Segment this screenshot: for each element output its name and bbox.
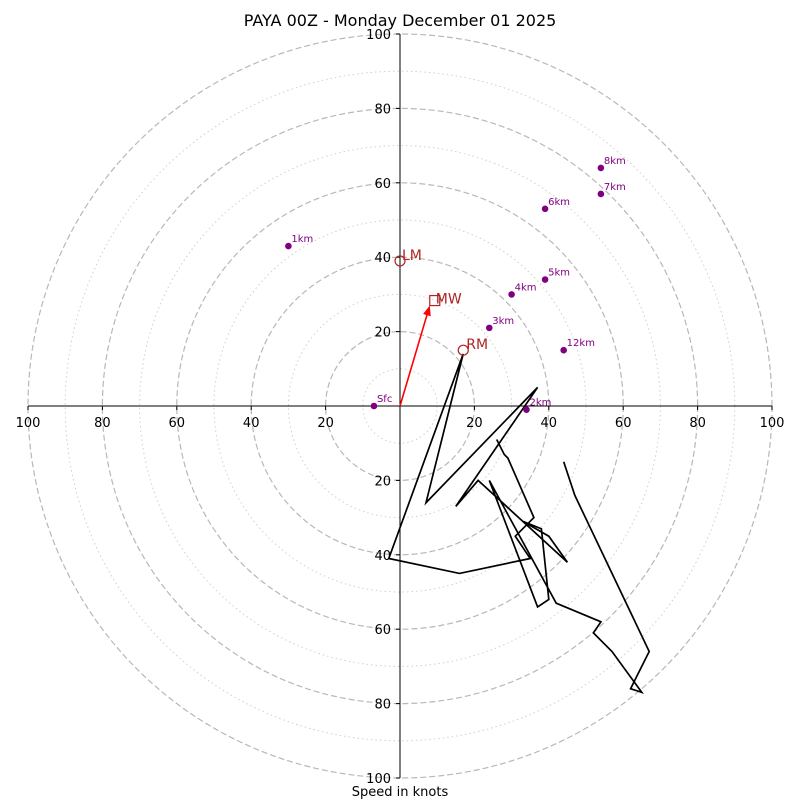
- height-marker-dot: [508, 291, 515, 298]
- height-marker-label: 3km: [492, 316, 514, 327]
- x-tick-label: 40: [243, 416, 260, 431]
- height-marker-label: 1km: [291, 234, 313, 245]
- height-marker-label: 2km: [529, 398, 551, 409]
- y-tick-label: 40: [374, 251, 391, 266]
- y-tick-label: 100: [366, 772, 391, 787]
- y-tick-label: 100: [366, 28, 391, 43]
- height-marker-label: 5km: [548, 268, 570, 279]
- height-marker-label: 6km: [548, 197, 570, 208]
- hodograph-trace: [387, 353, 651, 695]
- x-tick-label: 60: [169, 416, 186, 431]
- x-tick-label: 20: [317, 416, 334, 431]
- height-marker-dot: [541, 205, 549, 213]
- y-tick-label: 60: [374, 623, 391, 638]
- x-tick-label: 80: [94, 416, 111, 431]
- left-mover-marker: [394, 255, 406, 267]
- mean-wind-marker: [429, 294, 441, 307]
- mean-wind-arrow-head: [423, 305, 431, 317]
- x-tick-label: 80: [689, 416, 706, 431]
- left-mover-label: LM: [402, 248, 422, 264]
- height-marker-dot: [370, 402, 378, 410]
- height-marker-dot: [597, 190, 605, 198]
- height-marker-dot: [523, 406, 530, 414]
- chart-title: PAYA 00Z - Monday December 01 2025: [244, 11, 557, 30]
- height-marker-label: 12km: [567, 338, 595, 349]
- y-tick-label: 40: [374, 549, 391, 564]
- height-marker-dot: [560, 346, 567, 354]
- right-mover-marker: [457, 344, 469, 356]
- height-marker-dot: [597, 164, 605, 172]
- mean-wind-label: MW: [436, 292, 462, 308]
- x-tick-label: 100: [760, 416, 785, 431]
- height-marker-label: 4km: [515, 282, 537, 293]
- y-tick-label: 20: [374, 326, 391, 341]
- height-marker-label: 7km: [604, 182, 626, 193]
- height-marker-dot: [285, 242, 292, 250]
- height-marker-dot: [541, 276, 549, 283]
- x-axis-label: Speed in knots: [352, 785, 449, 800]
- height-marker-dot: [485, 324, 493, 332]
- x-tick-label: 40: [541, 416, 558, 431]
- storm-motion: MW LM RM: [394, 248, 488, 407]
- y-tick-label: 20: [374, 474, 391, 489]
- y-tick-label: 60: [374, 177, 391, 192]
- tick-labels: 100 80 60 40 20 20 40 60 80 100 100 80 60 40 20 20 40 60 8…: [16, 28, 785, 787]
- x-tick-label: 60: [615, 416, 632, 431]
- height-marker-label: 8km: [604, 156, 626, 167]
- x-tick-label: 100: [16, 416, 41, 431]
- height-markers: Sfc 1km 2km 3km 4km 5km 6km 7km 8km 12km: [285, 156, 626, 414]
- x-tick-label: 20: [466, 416, 483, 431]
- y-tick-label: 80: [374, 102, 391, 117]
- y-tick-label: 80: [374, 698, 391, 713]
- right-mover-label: RM: [466, 337, 488, 353]
- mean-wind-arrow-shaft: [399, 311, 429, 407]
- height-marker-label: Sfc: [377, 394, 392, 405]
